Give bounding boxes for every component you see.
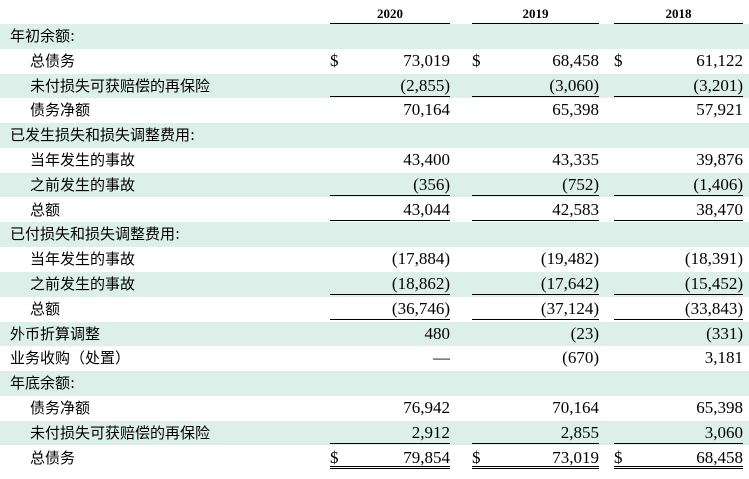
table-row: 总额 (36,746) (37,124) (33,843) [0,297,749,322]
value-cell-2018: 3,060 [614,421,743,444]
value-cell-2019: (23) [570,323,599,343]
value-cell-2019: (17,642) [472,272,599,295]
value-cell-2018: (1,406) [614,173,743,196]
value-cell-2019: (19,482) [540,249,599,269]
currency-symbol: $ [472,50,481,70]
value-cell-2019: 42,583 [472,198,599,221]
value-cell-2019 [472,371,599,394]
value-cell-2018: 39,876 [696,150,743,169]
table-row: 业务收购（处置） — (670) 3,181 [0,346,749,371]
value-cell-2020: 2,912 [330,421,450,444]
row-label: 总债务 [30,448,76,467]
year-header-2020: 2020 [330,5,450,24]
table-row: 当年发生的事故 43,400 43,335 39,876 [0,148,749,173]
value-cell-2019 [472,222,599,245]
value-cell-2020: (36,746) [330,297,450,320]
value-cell-2019: 68,458 [552,50,599,70]
value-cell-2018 [614,222,743,245]
value-cell-2020: 43,400 [403,150,450,169]
row-label: 业务收购（处置） [10,349,131,368]
value-cell-2019: (670) [562,348,599,368]
value-cell-2019 [472,24,599,47]
row-label: 当年发生的事故 [30,151,136,169]
table-row: 债务净额 70,164 65,398 57,921 [0,98,749,123]
value-cell-2018: (15,452) [614,272,743,295]
value-cell-2020: 43,044 [330,198,450,221]
value-cell-2018: 3,181 [704,348,743,368]
value-cell-2019: 43,335 [552,150,599,169]
row-label: 债务净额 [30,101,91,120]
value-cell-2019: 73,019 [472,446,599,469]
table-row: 已付损失和损失调整费用: [0,222,749,247]
year-header-2018: 2018 [614,5,743,24]
value-cell-2019: 2,855 [472,421,599,444]
value-cell-2020: 73,019 [403,50,450,70]
value-cell-2020: (18,862) [330,272,450,295]
value-cell-2020: 79,854 [330,446,450,469]
table-row: 当年发生的事故 (17,884) (19,482) (18,391) [0,247,749,272]
value-cell-2019: (3,060) [472,74,599,97]
row-label: 年初余额: [10,27,76,45]
year-header-2019: 2019 [472,5,599,24]
currency-symbol: $ [330,447,339,467]
value-cell-2020: (2,855) [330,74,450,97]
value-cell-2020: — [433,348,450,368]
row-label: 外币折算调整 [10,324,101,343]
value-cell-2020 [330,123,450,146]
table-row: 未付损失可获赔偿的再保险 (2,855) (3,060) (3,201) [0,73,749,99]
table-row: 债务净额 76,942 70,164 65,398 [0,396,749,421]
value-cell-2018: (18,391) [684,249,743,269]
row-label: 未付损失可获赔偿的再保险 [30,76,211,95]
row-label: 已付损失和损失调整费用: [10,225,181,244]
table-row: 年底余额: [0,371,749,396]
table-row: 总债务 $73,019 $68,458 $61,122 [0,49,749,74]
value-cell-2020: 76,942 [403,398,450,417]
value-cell-2018: 57,921 [696,100,743,120]
value-cell-2020: (356) [330,173,450,196]
value-cell-2018: (3,201) [614,74,743,97]
value-cell-2018: 68,458 [614,446,743,469]
value-cell-2019: 65,398 [552,100,599,120]
value-cell-2020: 480 [424,323,451,343]
row-label: 当年发生的事故 [30,250,136,269]
value-cell-2020 [330,24,450,47]
row-label: 已发生损失和损失调整费用: [10,126,196,145]
table-row: 未付损失可获赔偿的再保险 2,912 2,855 3,060 [0,420,749,446]
row-label: 之前发生的事故 [30,175,136,194]
value-cell-2018: (33,843) [614,297,743,320]
table-row: 外币折算调整 480 (23) (331) [0,321,749,347]
value-cell-2019: (37,124) [472,297,599,320]
table-row: 总额 43,044 42,583 38,470 [0,198,749,223]
row-label: 总额 [30,200,61,219]
value-cell-2018: 38,470 [614,198,743,221]
value-cell-2018: 65,398 [696,398,743,417]
currency-symbol: $ [472,447,481,467]
row-label: 未付损失可获赔偿的再保险 [30,423,211,442]
value-cell-2018: 61,122 [696,50,743,70]
currency-symbol: $ [614,50,623,70]
value-cell-2018 [614,24,743,47]
value-cell-2019: 70,164 [552,398,599,417]
row-label: 之前发生的事故 [30,275,136,293]
table-row: 年初余额: [0,24,749,49]
value-cell-2019: (752) [472,173,599,196]
row-label: 年底余额: [10,374,76,393]
value-cell-2020 [330,371,450,394]
value-cell-2020: 70,164 [403,100,450,120]
currency-symbol: $ [330,50,339,70]
value-cell-2019 [472,123,599,146]
currency-symbol: $ [614,447,623,467]
value-cell-2020 [330,222,450,245]
row-label: 总额 [30,299,61,318]
table-row: 已发生损失和损失调整费用: [0,123,749,148]
table-row: 总债务 $79,854 $73,019 $68,458 [0,446,749,471]
value-cell-2018: (331) [706,323,743,343]
table-row: 之前发生的事故 (356) (752) (1,406) [0,172,749,198]
value-cell-2020: (17,884) [391,249,450,269]
value-cell-2018 [614,123,743,146]
row-label: 债务净额 [30,399,91,417]
value-cell-2018 [614,371,743,394]
row-label: 总债务 [30,51,76,70]
table-row: 之前发生的事故 (18,862) (17,642) (15,452) [0,272,749,297]
